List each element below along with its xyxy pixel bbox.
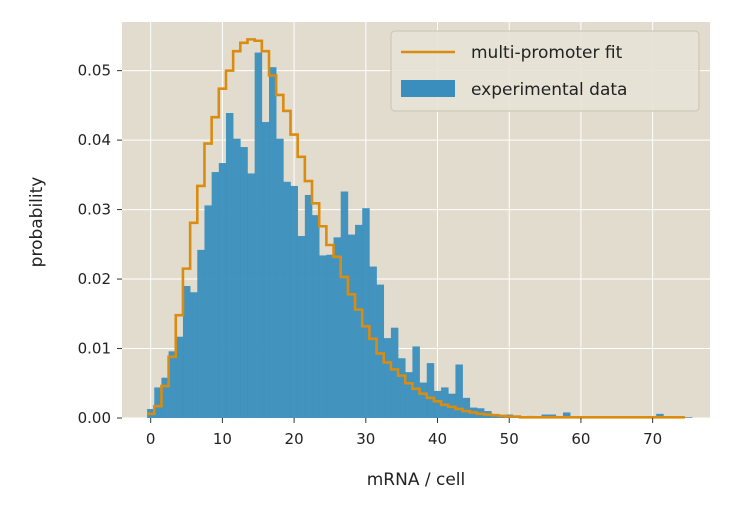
x-tick-label: 60 (571, 430, 590, 448)
experimental-data-bars (147, 52, 693, 419)
y-tick-label: 0.00 (78, 409, 111, 427)
histogram-bar (283, 181, 291, 418)
y-axis-label: probability (27, 177, 47, 268)
histogram-bar (247, 173, 255, 418)
histogram-bar (197, 249, 205, 418)
histogram-bar (563, 412, 571, 418)
multi-promoter-fit-line (147, 38, 685, 419)
histogram-bar (218, 163, 227, 418)
histogram-bar (347, 234, 356, 418)
histogram-bar (355, 224, 363, 418)
y-tick-label: 0.04 (78, 131, 111, 149)
histogram-bar (290, 185, 298, 418)
histogram-bar (455, 364, 463, 418)
legend-fit-label: multi-promoter fit (471, 43, 623, 63)
histogram-bar (419, 382, 428, 418)
histogram-bar (441, 387, 449, 418)
histogram-bar (412, 346, 420, 418)
y-axis-ticks: 0.00 0.01 0.02 0.03 0.04 0.05 (78, 62, 122, 427)
x-tick-label: 50 (500, 430, 519, 448)
histogram-bar (276, 138, 284, 418)
y-tick-label: 0.03 (78, 201, 111, 219)
histogram-bar (319, 255, 327, 418)
legend: multi-promoter fit experimental data (390, 30, 700, 112)
histogram-bar (168, 351, 177, 418)
histogram-bar (312, 215, 320, 418)
x-axis-label: mRNA / cell (367, 470, 466, 490)
histogram-bar (491, 415, 499, 418)
histogram-bar (240, 147, 248, 419)
histogram-bar (340, 191, 349, 418)
histogram-bar (390, 327, 399, 418)
histogram-bar (326, 254, 334, 418)
x-tick-label: 10 (213, 430, 232, 448)
histogram-bar (233, 138, 241, 418)
y-tick-label: 0.02 (78, 270, 111, 288)
x-tick-label: 40 (428, 430, 447, 448)
histogram-bar (684, 417, 693, 418)
x-tick-label: 70 (643, 430, 662, 448)
legend-box (390, 30, 700, 112)
histogram-bar (254, 52, 263, 418)
x-tick-label: 0 (146, 430, 156, 448)
histogram-bar (261, 122, 270, 418)
histogram-bar (383, 338, 392, 418)
histogram-bar (225, 113, 234, 418)
histogram-bar (376, 284, 385, 418)
histogram-bar (362, 208, 370, 418)
histogram-bar (433, 390, 442, 418)
histogram-bar (161, 377, 169, 418)
x-axis-ticks: 0 10 20 30 40 50 60 70 (146, 418, 662, 448)
legend-data-label: experimental data (471, 80, 627, 100)
y-tick-label: 0.01 (78, 340, 111, 358)
histogram-bar (269, 67, 277, 418)
histogram-bar (182, 286, 191, 418)
histogram-bar (175, 336, 184, 418)
legend-bar-swatch (401, 80, 455, 97)
histogram-bar (154, 387, 162, 418)
histogram-bar (304, 194, 313, 418)
histogram-bar (398, 358, 406, 418)
histogram-bar (462, 397, 471, 418)
histogram-bar (405, 372, 413, 418)
y-tick-label: 0.05 (78, 62, 111, 80)
histogram-bar (204, 205, 212, 418)
histogram-bar (369, 266, 377, 418)
x-tick-label: 30 (356, 430, 375, 448)
histogram-bar (190, 292, 198, 418)
x-tick-label: 20 (285, 430, 304, 448)
histogram-bar (656, 413, 664, 418)
histogram-bar (297, 235, 306, 418)
histogram-bar (211, 172, 220, 418)
histogram-bar (426, 363, 435, 418)
histogram-bar (333, 237, 342, 418)
